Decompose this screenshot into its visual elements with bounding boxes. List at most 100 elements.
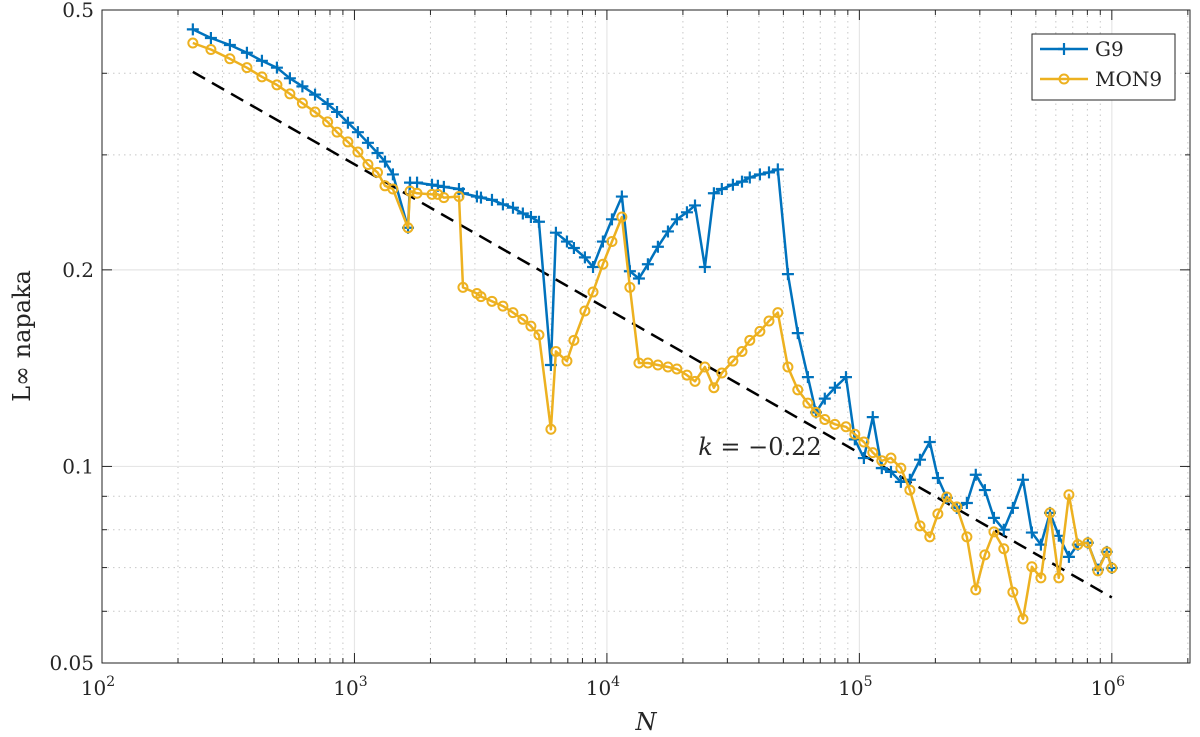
annotation-slope: k = −0.22 xyxy=(698,433,821,461)
data-point xyxy=(1063,489,1075,501)
data-point xyxy=(606,236,618,248)
data-point xyxy=(632,272,645,285)
data-point xyxy=(698,261,711,274)
data-point xyxy=(378,155,391,168)
data-point xyxy=(802,397,814,409)
plot-frame xyxy=(101,9,1191,664)
data-point xyxy=(322,116,334,128)
legend-plus-marker xyxy=(1058,43,1070,55)
data-point xyxy=(762,166,775,179)
annotation-k: k xyxy=(698,433,713,461)
data-point xyxy=(708,382,720,394)
data-point xyxy=(810,406,822,418)
legend-item-mon9 xyxy=(1040,73,1088,85)
y-tick-label: 0.1 xyxy=(62,454,94,478)
annotation-value: = −0.22 xyxy=(713,433,822,461)
x-tick-exponent: 6 xyxy=(1116,674,1125,690)
data-point xyxy=(857,452,870,465)
data-point xyxy=(597,258,609,270)
data-point xyxy=(486,295,498,307)
legend-box xyxy=(1031,33,1176,101)
data-point xyxy=(1072,539,1084,551)
series-layer xyxy=(186,23,1118,625)
data-point xyxy=(296,80,309,93)
data-point xyxy=(240,46,253,59)
data-point xyxy=(426,188,438,200)
data-point xyxy=(578,251,591,264)
data-point xyxy=(372,166,384,178)
data-point xyxy=(932,508,944,520)
data-point xyxy=(961,531,973,543)
data-point xyxy=(1092,565,1104,577)
data-point xyxy=(587,261,600,274)
data-point xyxy=(1053,572,1065,584)
data-point xyxy=(432,188,444,200)
data-point xyxy=(791,327,804,340)
data-point xyxy=(988,526,1000,538)
data-point xyxy=(624,281,636,293)
data-point xyxy=(913,453,926,466)
data-point xyxy=(204,31,217,44)
data-point xyxy=(341,116,354,129)
data-point xyxy=(532,215,545,228)
data-point xyxy=(818,392,831,405)
data-point xyxy=(321,97,334,110)
data-point xyxy=(1082,537,1094,549)
data-point xyxy=(331,105,344,118)
data-point xyxy=(1006,501,1019,514)
data-point xyxy=(1025,526,1038,539)
data-point xyxy=(828,381,841,394)
data-point xyxy=(941,491,953,503)
data-point xyxy=(960,497,973,510)
data-point xyxy=(485,193,498,206)
data-point xyxy=(283,72,296,85)
data-point xyxy=(727,355,739,367)
data-point xyxy=(858,436,870,448)
data-point xyxy=(615,190,628,203)
data-point xyxy=(309,88,322,101)
data-point xyxy=(533,329,545,341)
data-point xyxy=(1026,561,1038,573)
data-point xyxy=(642,357,654,369)
data-point xyxy=(186,23,199,36)
data-point xyxy=(763,315,775,327)
data-point xyxy=(716,367,728,379)
x-axis-label: N xyxy=(635,708,658,736)
data-point xyxy=(623,265,636,278)
data-point xyxy=(438,192,450,204)
data-point xyxy=(914,520,926,532)
x-tick-base: 10 xyxy=(81,676,106,700)
data-point xyxy=(506,201,519,214)
data-point xyxy=(801,371,814,384)
data-point xyxy=(904,484,916,496)
data-point xyxy=(829,418,841,430)
data-point xyxy=(1016,473,1029,486)
data-point xyxy=(550,345,562,357)
data-point xyxy=(715,182,728,195)
data-point xyxy=(255,54,268,67)
x-tick-base: 10 xyxy=(333,676,358,700)
data-point xyxy=(587,286,599,298)
data-point xyxy=(561,355,573,367)
data-point xyxy=(517,313,529,325)
data-point xyxy=(351,126,364,139)
data-point xyxy=(754,325,766,337)
data-point xyxy=(437,180,450,193)
data-point xyxy=(1062,550,1075,563)
data-point xyxy=(771,163,784,176)
data-point xyxy=(744,334,756,346)
x-tick-exponent: 4 xyxy=(611,674,620,690)
data-point xyxy=(651,240,664,253)
data-point xyxy=(1017,613,1029,625)
data-point xyxy=(411,176,424,189)
data-point xyxy=(1035,572,1047,584)
data-point xyxy=(579,305,591,317)
y-axis-label: L∞ napaka xyxy=(8,270,36,402)
data-point xyxy=(951,501,963,513)
data-point xyxy=(978,484,991,497)
data-point xyxy=(652,359,664,371)
data-point xyxy=(866,411,879,424)
data-point xyxy=(1044,507,1056,519)
